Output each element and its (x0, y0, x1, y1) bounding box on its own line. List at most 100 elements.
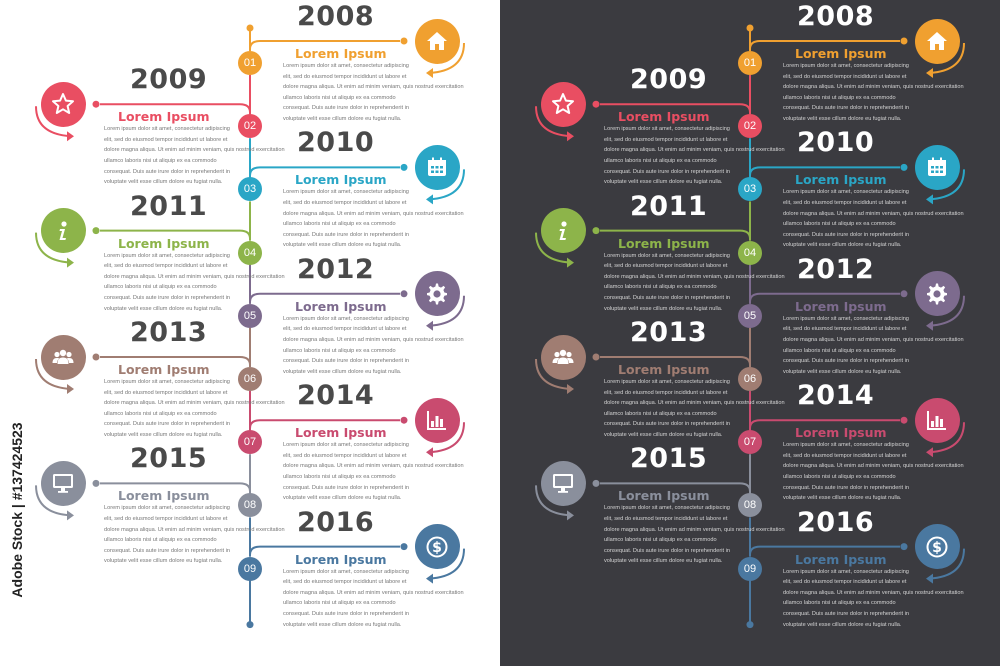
home-icon (414, 18, 460, 64)
connector-end-dot-04 (92, 227, 100, 235)
icon-arrowhead-03 (926, 194, 933, 205)
icon-arrow-06 (535, 358, 572, 390)
milestone-description-05: Lorem ipsum dolor sit amet, consectetur … (283, 315, 464, 375)
connector-end-dot-06 (592, 353, 600, 361)
connector-end-dot-05 (900, 290, 908, 298)
milestone-title-01: Lorem Ipsum (295, 46, 387, 61)
icon-arrowhead-02 (567, 131, 574, 142)
connector-end-dot-05 (400, 290, 408, 298)
icon-arrow-03 (428, 169, 465, 201)
connector-end-dot-03 (400, 163, 408, 171)
connector-line-06 (100, 356, 251, 367)
milestone-description-08: Lorem ipsum dolor sit amet, consectetur … (104, 505, 285, 565)
connector-end-dot-09 (400, 543, 408, 551)
icon-arrow-01 (928, 42, 965, 74)
icon-arrowhead-06 (67, 384, 74, 394)
milestone-title-08: Lorem Ipsum (118, 488, 210, 504)
milestone-year-04: 2011 (630, 190, 708, 222)
info-icon (540, 208, 586, 254)
connector-end-dot-02 (592, 100, 600, 108)
connector-line-03 (249, 166, 400, 178)
milestone-description-07: Lorem ipsum dolor sit amet, consectetur … (783, 442, 964, 502)
bar-chart-icon (414, 397, 460, 443)
spine-start-dot (246, 24, 254, 32)
milestone-year-02: 2009 (130, 64, 208, 96)
milestone-description-01: Lorem ipsum dolor sit amet, consectetur … (783, 63, 964, 122)
milestone-title-03: Lorem Ipsum (295, 172, 387, 188)
step-number-06: 06 (238, 367, 262, 391)
milestone-year-08: 2015 (130, 443, 208, 475)
step-number-03: 03 (238, 177, 262, 202)
step-number-08: 08 (238, 493, 262, 518)
milestone-title-04: Lorem Ipsum (118, 235, 210, 251)
icon-arrowhead-09 (426, 573, 433, 584)
icon-arrow-05 (928, 295, 965, 327)
icon-arrowhead-05 (426, 320, 433, 331)
connector-line-07 (249, 419, 400, 431)
connector-end-dot-02 (92, 100, 100, 108)
milestone-description-02: Lorem ipsum dolor sit amet, consectetur … (104, 126, 285, 186)
milestone-year-08: 2015 (630, 443, 708, 475)
icon-arrow-01 (428, 42, 465, 74)
icon-arrow-08 (35, 485, 72, 517)
step-number-08: 08 (738, 493, 762, 518)
milestone-title-09: Lorem Ipsum (295, 551, 387, 567)
icon-arrow-02 (35, 106, 72, 138)
icon-arrowhead-07 (926, 447, 933, 458)
calendar-icon (414, 144, 460, 190)
team-icon (40, 334, 86, 380)
milestone-description-04: Lorem ipsum dolor sit amet, consectetur … (604, 252, 785, 312)
icon-arrow-05 (428, 295, 465, 327)
connector-line-09 (249, 545, 400, 557)
stock-id-label: Adobe Stock | #137424523 (9, 422, 25, 598)
milestone-year-03: 2010 (797, 127, 875, 159)
icon-arrow-06 (35, 358, 72, 390)
milestone-year-09: 2016 (797, 506, 875, 538)
timeline-connector-lines (35, 24, 465, 629)
milestone-year-07: 2014 (797, 380, 875, 412)
icon-arrowhead-05 (926, 320, 933, 331)
milestone-description-09: Lorem ipsum dolor sit amet, consectetur … (783, 568, 964, 628)
milestone-year-05: 2012 (797, 253, 875, 285)
milestone-description-05: Lorem ipsum dolor sit amet, consectetur … (783, 315, 964, 375)
icon-arrowhead-08 (67, 510, 74, 521)
connector-line-01 (249, 40, 400, 51)
icon-arrow-04 (535, 232, 572, 264)
icon-arrowhead-02 (67, 131, 74, 142)
milestone-year-04: 2011 (130, 190, 208, 222)
milestone-description-08: Lorem ipsum dolor sit amet, consectetur … (604, 505, 785, 565)
connector-line-05 (249, 292, 400, 304)
info-icon (40, 208, 86, 254)
spine-end-dot (746, 621, 754, 629)
connector-end-dot-07 (400, 416, 408, 424)
step-number-03: 03 (738, 177, 762, 202)
icon-arrowhead-07 (426, 447, 433, 458)
gear-icon (914, 271, 960, 317)
connector-line-08 (600, 482, 751, 494)
connector-line-03 (749, 166, 900, 178)
step-number-01: 01 (238, 51, 262, 75)
icon-arrow-09 (428, 548, 465, 580)
step-number-05: 05 (738, 303, 762, 328)
icon-arrowhead-06 (567, 384, 574, 394)
milestone-title-05: Lorem Ipsum (295, 298, 387, 314)
connector-end-dot-03 (900, 163, 908, 171)
icon-arrow-04 (35, 232, 72, 264)
connector-line-01 (749, 40, 900, 51)
timeline-connector-lines (535, 24, 965, 629)
connector-line-04 (600, 229, 751, 241)
home-icon (914, 18, 960, 64)
connector-end-dot-01 (900, 37, 908, 45)
connector-line-07 (749, 419, 900, 431)
connector-end-dot-08 (592, 479, 600, 487)
calendar-icon (914, 144, 960, 190)
star-icon (540, 81, 586, 127)
milestone-title-02: Lorem Ipsum (618, 109, 710, 125)
connector-line-02 (600, 103, 751, 115)
milestone-title-08: Lorem Ipsum (618, 488, 710, 504)
milestone-year-02: 2009 (630, 64, 708, 96)
dollar-icon: $ (414, 524, 460, 570)
milestone-description-09: Lorem ipsum dolor sit amet, consectetur … (283, 568, 464, 628)
milestone-description-04: Lorem ipsum dolor sit amet, consectetur … (104, 252, 285, 312)
milestone-year-01: 2008 (797, 1, 875, 32)
